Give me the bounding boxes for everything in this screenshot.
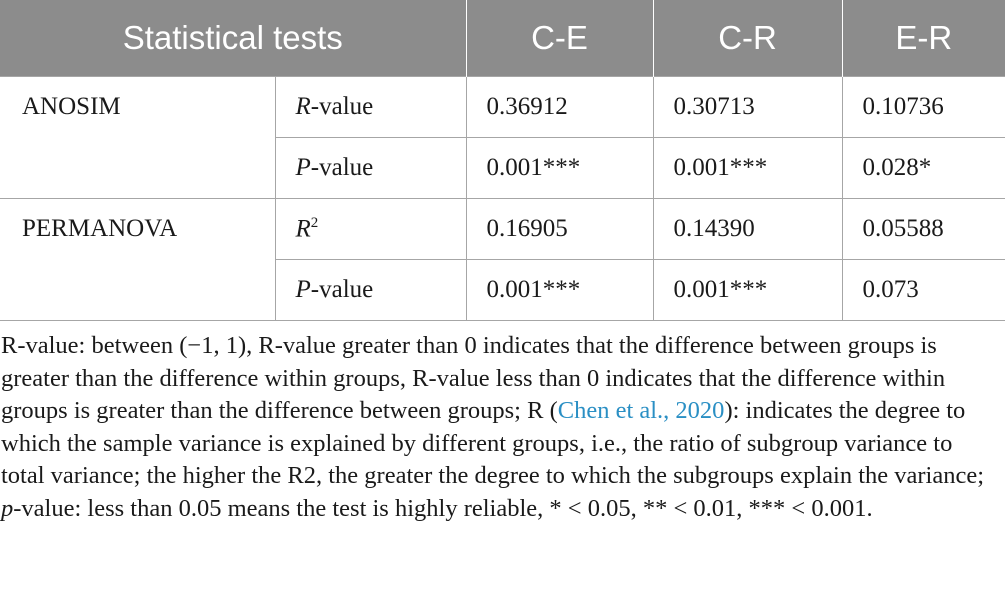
- metric-label: P-value: [274, 137, 467, 199]
- cell-e-r: 0.073: [841, 259, 1005, 321]
- metric-superscript: 2: [310, 214, 319, 231]
- cell-c-r: 0.001***: [652, 259, 843, 321]
- header-row: Statistical tests C-E C-R E-R: [0, 0, 1005, 77]
- table-row: P-value 0.001*** 0.001*** 0.028*: [0, 137, 1005, 199]
- footnote-text: ): indicates the degree to which the sam…: [1, 397, 985, 489]
- cell-e-r: 0.028*: [841, 137, 1005, 199]
- cell-c-e: 0.16905: [465, 198, 654, 260]
- metric-suffix: -value: [310, 93, 374, 120]
- metric-symbol: P: [295, 276, 311, 303]
- footnote-p-symbol: p: [1, 494, 14, 522]
- statistics-table: Statistical tests C-E C-R E-R ANOSIM R-v…: [0, 0, 1005, 321]
- metric-suffix: -value: [310, 276, 374, 303]
- footnote-text: R-value: between (−1, 1), R-value greate…: [1, 332, 946, 424]
- citation-link[interactable]: Chen et al., 2020: [557, 397, 725, 424]
- table-container: Statistical tests C-E C-R E-R ANOSIM R-v…: [0, 0, 1005, 321]
- table-row: PERMANOVA R2 0.16905 0.14390 0.05588: [0, 198, 1005, 321]
- cell-e-r: 0.05588: [841, 198, 1005, 260]
- table-row: ANOSIM R-value 0.36912 0.30713 0.10736: [0, 76, 1005, 199]
- metric-label: R-value: [274, 76, 467, 138]
- group-permanova: PERMANOVA: [0, 198, 276, 321]
- cell-c-e: 0.001***: [465, 259, 654, 321]
- header-c-r: C-R: [653, 0, 843, 77]
- metric-label: R2: [274, 198, 467, 260]
- metric-label: P-value: [274, 259, 467, 321]
- metric-symbol: R: [295, 93, 311, 120]
- metric-symbol: P: [295, 154, 311, 181]
- cell-c-e: 0.36912: [465, 76, 654, 138]
- table-footnote: R-value: between (−1, 1), R-value greate…: [1, 330, 1001, 525]
- cell-c-r: 0.001***: [652, 137, 843, 199]
- metric-symbol: R: [295, 215, 311, 243]
- table-row: P-value 0.001*** 0.001*** 0.073: [0, 259, 1005, 321]
- header-e-r: E-R: [842, 0, 1005, 77]
- cell-c-e: 0.001***: [465, 137, 654, 199]
- header-c-e: C-E: [466, 0, 654, 77]
- cell-c-r: 0.30713: [652, 76, 843, 138]
- metric-suffix: -value: [310, 154, 374, 181]
- cell-e-r: 0.10736: [841, 76, 1005, 138]
- footnote-text: -value: less than 0.05 means the test is…: [13, 494, 873, 522]
- header-statistical-tests: Statistical tests: [0, 0, 467, 77]
- cell-c-r: 0.14390: [652, 198, 843, 260]
- group-anosim: ANOSIM: [0, 76, 276, 199]
